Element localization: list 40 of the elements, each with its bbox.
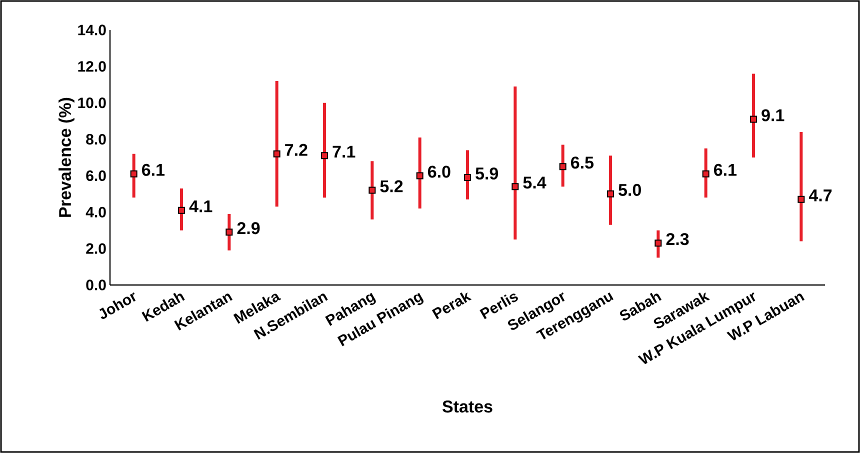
point: [130, 170, 138, 178]
y-tick-label: 4.0: [86, 206, 106, 218]
data-label: 4.7: [808, 190, 832, 202]
point: [798, 196, 805, 203]
point: [559, 163, 566, 170]
point: [654, 240, 662, 247]
data-label: 2.3: [666, 233, 689, 246]
point: [321, 152, 328, 160]
x-axis-title: States: [442, 400, 492, 413]
point: [512, 183, 519, 190]
data-label: 6.1: [142, 164, 165, 176]
point: [368, 186, 376, 194]
y-axis-title: Prevalence (%): [58, 98, 74, 217]
data-label: 7.2: [285, 144, 308, 156]
data-label: 5.4: [523, 176, 546, 189]
data-label: 5.9: [476, 168, 498, 180]
data-label: 6.1: [714, 164, 737, 176]
data-label: 6.5: [571, 156, 594, 169]
y-tick-label: 2.0: [86, 243, 106, 254]
y-tick-label: 6.0: [86, 170, 106, 182]
data-label: 4.1: [189, 200, 212, 212]
y-tick-label: 12.0: [78, 61, 106, 72]
y-tick-label: 10.0: [78, 98, 106, 108]
point: [178, 206, 185, 214]
data-label: 9.1: [762, 109, 784, 122]
point: [702, 170, 710, 178]
y-tick-label: 8.0: [86, 134, 106, 145]
point: [416, 172, 424, 180]
point: [273, 150, 280, 158]
data-label: 2.9: [237, 222, 260, 234]
point: [464, 174, 471, 182]
data-label: 7.1: [332, 146, 356, 158]
y-tick-label: 0.0: [86, 280, 106, 290]
point: [226, 228, 233, 236]
y-tick-label: 14.0: [78, 24, 106, 36]
data-label: 5.2: [380, 180, 403, 192]
data-label: 5.0: [618, 184, 641, 196]
data-label: 6.0: [428, 166, 450, 178]
point: [750, 116, 758, 123]
point: [607, 190, 614, 198]
